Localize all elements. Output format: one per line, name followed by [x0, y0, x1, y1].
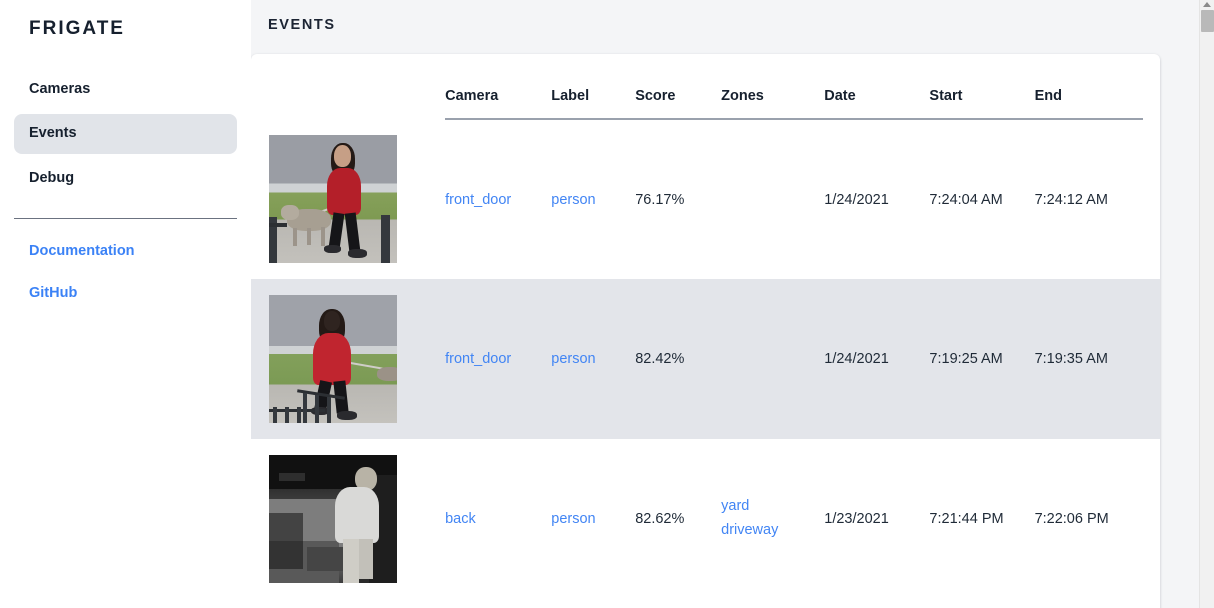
- column-header-thumbnail[interactable]: [269, 54, 445, 119]
- column-header-score[interactable]: Score: [635, 54, 722, 120]
- sidebar-link-github[interactable]: GitHub: [29, 285, 78, 302]
- events-table: Camera Label Score Zones Date Start End: [251, 54, 1160, 599]
- page-title: EVENTS: [268, 17, 336, 33]
- row-spacer-left: [251, 119, 269, 279]
- scroll-up-arrow-icon[interactable]: [1203, 2, 1211, 7]
- column-header-camera[interactable]: Camera: [445, 54, 552, 120]
- event-camera-link[interactable]: back: [445, 511, 476, 527]
- event-zone-link[interactable]: yard: [721, 498, 750, 515]
- event-camera-cell: back: [445, 439, 551, 599]
- row-spacer-left: [251, 279, 270, 439]
- table-row[interactable]: BACK 01/23/2021 19:21:44: [251, 439, 1160, 599]
- event-start-cell: 7:24:04 AM: [929, 191, 1003, 208]
- row-spacer-right: [1143, 439, 1160, 599]
- header-spacer-left: [251, 54, 269, 119]
- events-table-body: front_door person 76.17% 1/24/2021 7:24:…: [251, 119, 1160, 599]
- event-date-cell: 1/24/2021: [824, 191, 889, 208]
- event-zones-cell: [721, 119, 824, 279]
- event-thumbnail[interactable]: [269, 135, 398, 263]
- event-zones-cell: yard driveway: [721, 439, 824, 599]
- event-end-cell: 7:22:06 PM: [1034, 511, 1109, 527]
- event-camera-link[interactable]: front_door: [445, 191, 512, 208]
- sidebar-item-debug[interactable]: Debug: [29, 169, 75, 186]
- event-thumbnail[interactable]: BACK 01/23/2021 19:21:44: [269, 455, 398, 583]
- row-spacer-right: [1143, 119, 1160, 279]
- event-score-cell: 82.42%: [635, 279, 722, 439]
- event-label-link[interactable]: person: [551, 511, 596, 527]
- event-camera-cell: front_door: [445, 119, 551, 279]
- event-camera-link[interactable]: front_door: [445, 351, 512, 367]
- event-zones-list: yard driveway: [721, 495, 824, 543]
- event-end-cell: 7:19:35 AM: [1034, 279, 1143, 439]
- event-score-cell: 82.62%: [635, 511, 685, 527]
- header-spacer-right: [1143, 54, 1160, 119]
- event-thumbnail-cell: [269, 119, 445, 279]
- sidebar-item-events[interactable]: Events: [14, 114, 237, 154]
- table-row[interactable]: front_door person 82.42% 1/24/2021 7:19:…: [251, 279, 1160, 439]
- scrollbar-thumb[interactable]: [1201, 10, 1214, 32]
- sidebar-divider: [14, 218, 237, 220]
- event-score-cell: 76.17%: [635, 191, 685, 208]
- event-thumbnail-cell: [269, 279, 446, 439]
- column-header-date[interactable]: Date: [824, 54, 930, 120]
- app-brand-title: FRIGATE: [29, 18, 125, 39]
- event-label-cell: person: [551, 279, 636, 439]
- event-end-cell: 7:24:12 AM: [1034, 191, 1108, 208]
- event-date-cell: 1/24/2021: [824, 279, 930, 439]
- vertical-scrollbar[interactable]: [1199, 0, 1214, 608]
- event-zones-cell: [721, 279, 825, 439]
- sidebar-link-documentation[interactable]: Documentation: [29, 243, 135, 260]
- column-header-zones[interactable]: Zones: [721, 54, 825, 120]
- sidebar: FRIGATE Cameras Events Debug Documentati…: [0, 0, 251, 608]
- row-spacer-left: [251, 439, 269, 599]
- column-header-end[interactable]: End: [1034, 54, 1143, 120]
- event-start-cell: 7:21:44 PM: [929, 511, 1004, 527]
- event-start-cell: 7:19:25 AM: [929, 279, 1035, 439]
- events-table-header: Camera Label Score Zones Date Start End: [251, 54, 1160, 120]
- event-label-cell: person: [551, 439, 635, 599]
- event-label-link[interactable]: person: [551, 351, 596, 367]
- table-row[interactable]: front_door person 76.17% 1/24/2021 7:24:…: [251, 119, 1160, 279]
- row-spacer-right: [1142, 279, 1160, 439]
- sidebar-nav: Cameras Events Debug Documentation GitHu…: [14, 70, 237, 308]
- event-date-cell: 1/23/2021: [824, 511, 889, 527]
- event-thumbnail-cell: BACK 01/23/2021 19:21:44: [269, 439, 445, 599]
- main-content: EVENTS Camera Label Score Zones: [251, 0, 1214, 608]
- event-label-cell: person: [551, 119, 635, 279]
- column-header-label[interactable]: Label: [551, 54, 636, 120]
- events-card: Camera Label Score Zones Date Start End: [251, 54, 1160, 608]
- event-thumbnail[interactable]: [269, 295, 398, 423]
- column-header-start[interactable]: Start: [929, 54, 1035, 120]
- event-zone-link[interactable]: driveway: [721, 522, 779, 538]
- table-header-row: Camera Label Score Zones Date Start End: [251, 54, 1160, 120]
- event-camera-cell: front_door: [445, 279, 552, 439]
- sidebar-item-cameras[interactable]: Cameras: [29, 80, 91, 97]
- event-label-link[interactable]: person: [551, 191, 596, 208]
